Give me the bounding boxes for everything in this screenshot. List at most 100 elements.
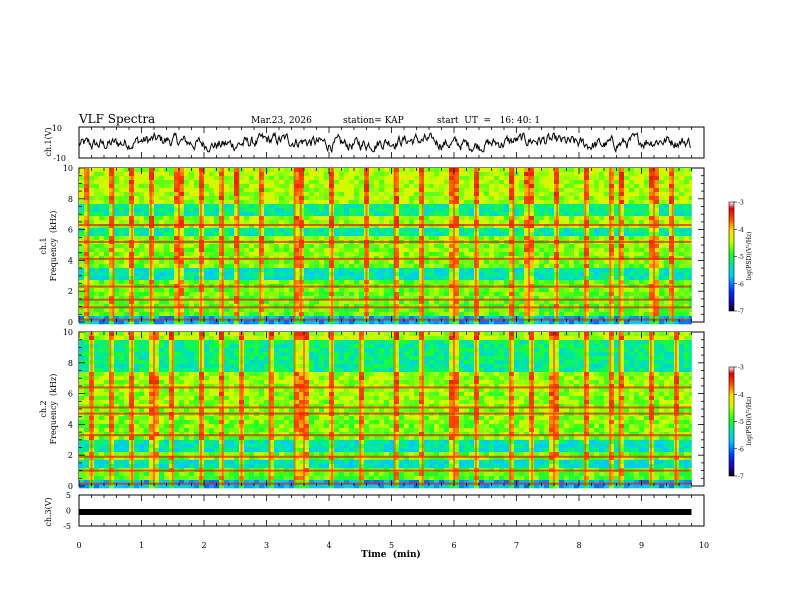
spectrogram-cell (374, 208, 380, 213)
spectrogram-cell (334, 184, 340, 189)
spectrogram-cell (354, 244, 360, 249)
spectrogram-cell (339, 312, 345, 317)
spectrogram-cell (89, 216, 95, 221)
spectrogram-cell (174, 176, 180, 181)
spectrogram-cell (384, 308, 390, 313)
spectrogram-cell (79, 224, 85, 229)
spectrogram-cell (204, 332, 210, 337)
spectrogram-cell (624, 228, 630, 233)
spectrogram-cell (79, 332, 85, 337)
spectrogram-cell (564, 188, 570, 193)
spectrogram-cell (489, 304, 495, 309)
spectrogram-cell (249, 208, 255, 213)
spectrogram-cell (594, 208, 600, 213)
spectrogram-cell (204, 320, 210, 325)
spectrogram-cell (264, 320, 270, 325)
spectrogram-cell (409, 204, 415, 209)
spectrogram-cell (439, 248, 445, 253)
spectrogram-cell (479, 280, 485, 285)
spectrogram-cell (449, 268, 455, 273)
spectrogram-cell (464, 264, 470, 269)
spectrogram-cell (194, 316, 200, 321)
spectrogram-cell (679, 188, 685, 193)
spectrogram-cell (499, 216, 505, 221)
spectrogram-cell (244, 184, 250, 189)
spectrogram-cell (229, 272, 235, 277)
spectrogram-cell (189, 208, 195, 213)
spectrogram-cell (404, 188, 410, 193)
spectrogram-cell (399, 296, 405, 301)
spectrogram-cell (174, 336, 180, 341)
spectrogram-cell (204, 304, 210, 309)
spectrogram-cell (659, 188, 665, 193)
spectrogram-cell (519, 216, 525, 221)
spectrogram-cell (139, 304, 145, 309)
spectrogram-cell (524, 248, 530, 253)
spectrogram-cell (679, 208, 685, 213)
spectrogram-cell (379, 244, 385, 249)
spectrogram-cell (584, 304, 590, 309)
spectrogram-cell (394, 332, 400, 337)
impulse-line (331, 168, 334, 322)
spectrogram-cell (469, 196, 475, 201)
spectrogram-cell (584, 308, 590, 313)
spectrogram-cell (314, 296, 320, 301)
spectrogram-cell (464, 204, 470, 209)
spectrogram-cell (519, 244, 525, 249)
spectrogram-cell (89, 300, 95, 305)
spectrogram-cell (114, 172, 120, 177)
spectrogram-cell (599, 236, 605, 241)
spectrogram-cell (424, 204, 430, 209)
spectrogram-cell (429, 224, 435, 229)
spectrogram-cell (159, 172, 165, 177)
spectrogram-cell (304, 192, 310, 197)
spectrogram-cell (629, 264, 635, 269)
spectrogram-cell (169, 276, 175, 281)
spectrogram-cell (659, 216, 665, 221)
spectrogram-cell (439, 252, 445, 257)
spectrogram-cell (464, 192, 470, 197)
spectrogram-cell (324, 188, 330, 193)
spectrogram-cell (109, 288, 115, 293)
spectrogram-cell (264, 216, 270, 221)
spectrogram-cell (409, 300, 415, 305)
spectrogram-cell (304, 220, 310, 225)
spectrogram-cell (79, 200, 85, 205)
spectrogram-cell (229, 264, 235, 269)
spectrogram-cell (114, 180, 120, 185)
spectrogram-cell (349, 236, 355, 241)
spectrogram-cell (624, 176, 630, 181)
spectrogram-cell (469, 172, 475, 177)
spectrogram-cell (599, 320, 605, 325)
spectrogram-cell (174, 212, 180, 217)
spectrogram-cell (104, 168, 110, 173)
spectrogram-cell (484, 176, 490, 181)
spectrogram-cell (509, 280, 515, 285)
spectrogram-cell (184, 188, 190, 193)
spectrogram-cell (564, 296, 570, 301)
spectrogram-cell (429, 268, 435, 273)
spectrogram-cell (79, 296, 85, 301)
spectrogram-cell (254, 188, 260, 193)
spectrogram-cell (319, 264, 325, 269)
spectrogram-cell (279, 260, 285, 265)
spectrogram-cell (569, 212, 575, 217)
spectrogram-cell (504, 200, 510, 205)
ch1-channel-label: ch.1 (39, 237, 48, 254)
spectrogram-cell (249, 184, 255, 189)
spectrogram-cell (549, 172, 555, 177)
spectrogram-cell (579, 296, 585, 301)
spectrogram-cell (599, 228, 605, 233)
spectrogram-cell (569, 280, 575, 285)
spectrogram-cell (599, 332, 605, 337)
spectrogram-cell (634, 288, 640, 293)
spectrogram-cell (529, 180, 535, 185)
spectrogram-cell (394, 208, 400, 213)
spectrogram-cell (559, 244, 565, 249)
spectrogram-cell (464, 212, 470, 217)
spectrogram-cell (234, 276, 240, 281)
spectrogram-cell (519, 280, 525, 285)
spectrogram-cell (224, 296, 230, 301)
spectrogram-cell (544, 200, 550, 205)
spectrogram-cell (644, 332, 650, 337)
